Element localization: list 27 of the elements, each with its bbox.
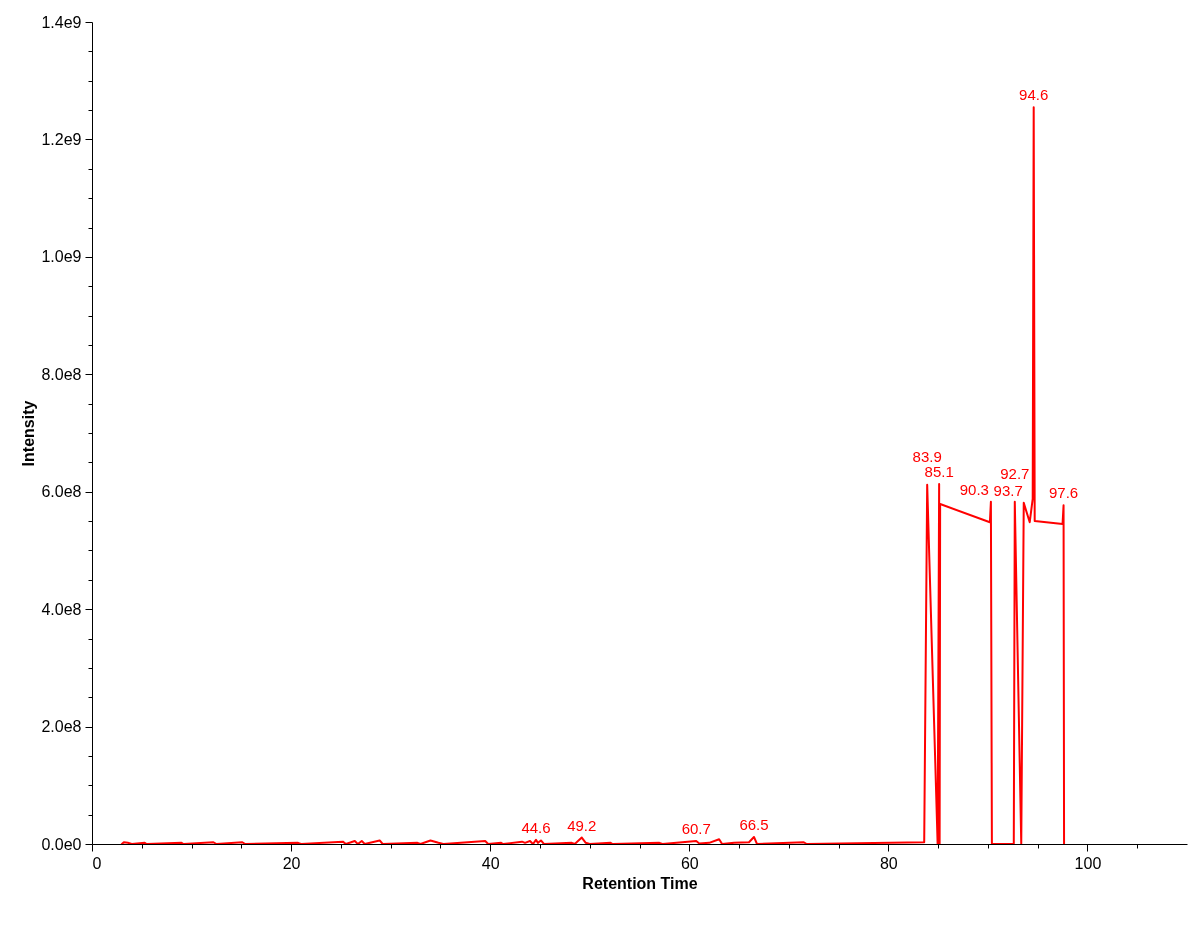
annotation: 66.5 [739, 815, 769, 833]
y-tick-label: 1.2e9 [41, 130, 82, 148]
y-tick-label: 1.4e9 [41, 13, 82, 31]
y-axis-title: Intensity [20, 400, 38, 467]
annotation: 93.7 [993, 481, 1023, 499]
annotation: 85.1 [924, 463, 954, 481]
annotation: 97.6 [1048, 484, 1079, 502]
x-tick-label: 60 [680, 854, 699, 872]
annotation: 49.2 [567, 816, 597, 834]
annotation: 94.6 [1019, 86, 1049, 104]
annotation: 92.7 [1000, 464, 1030, 482]
y-tick-label: 8.0e8 [41, 365, 82, 383]
y-tick-label: 0.0e0 [41, 835, 82, 853]
x-tick-label: 80 [879, 854, 898, 872]
x-axis-title: Retention Time [582, 874, 698, 892]
x-tick-label: 0 [92, 854, 102, 872]
annotation: 83.9 [912, 447, 942, 465]
y-tick-label: 1.0e9 [41, 248, 82, 266]
y-tick-label: 2.0e8 [41, 718, 82, 736]
annotation: 60.7 [681, 820, 711, 838]
annotation: 90.3 [959, 480, 989, 498]
x-tick-label: 20 [282, 854, 301, 872]
annotation: 44.6 [521, 818, 551, 836]
x-tick-label: 40 [481, 854, 500, 872]
y-tick-label: 6.0e8 [41, 483, 82, 501]
y-tick-label: 4.0e8 [41, 600, 82, 618]
x-tick-label: 100 [1074, 854, 1102, 872]
